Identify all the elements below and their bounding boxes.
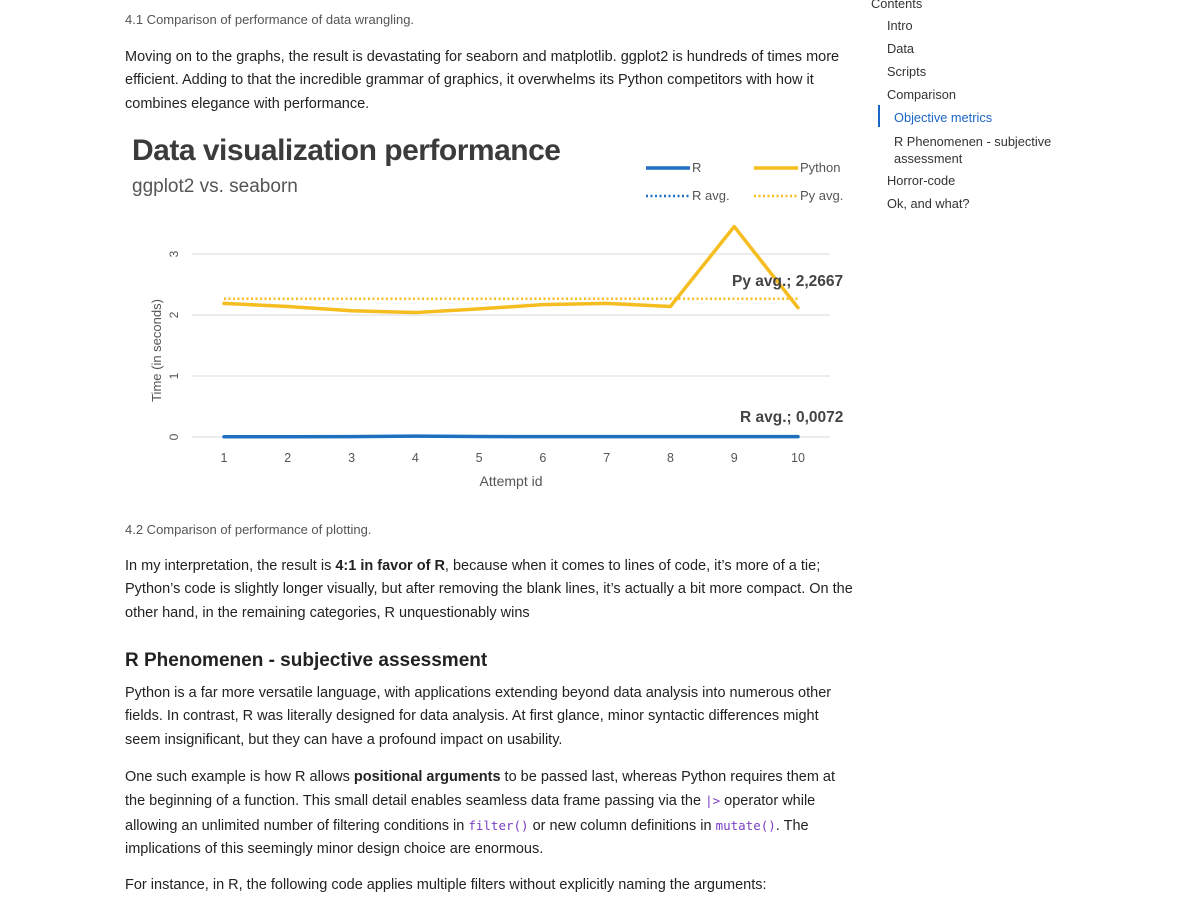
toc-item-intro[interactable]: Intro (887, 18, 913, 33)
y-tick-label: 2 (167, 311, 181, 318)
paragraph-interpretation-text-a: In my interpretation, the result is (125, 558, 336, 574)
legend-label: R avg. (692, 188, 730, 203)
annotation-py-avg: Py avg.; 2,2667 (732, 273, 843, 290)
toc-title: Contents (871, 0, 923, 11)
paragraph-interpretation-bold: 4:1 in favor of R (335, 558, 445, 574)
series-line-r (222, 434, 800, 439)
paragraph-for-instance: For instance, in R, the following code a… (125, 877, 767, 893)
paragraph-graphs: Moving on to the graphs, the result is d… (125, 49, 840, 112)
chart-title: Data visualization performance (132, 134, 561, 167)
para4-text-d: or new column definitions in (528, 817, 716, 834)
y-tick-label: 0 (167, 433, 181, 440)
para4-text-e: . The implications of this seemingly min… (125, 817, 809, 857)
legend-label: Py avg. (800, 188, 843, 203)
y-axis-label: Time (in seconds) (149, 299, 164, 402)
y-tick-label: 1 (167, 372, 181, 379)
toc-item-r-phenomenen[interactable]: R Phenomenen - subjective assessment (894, 133, 1051, 167)
x-tick-label: 7 (603, 451, 610, 465)
toc-item-objective-metrics[interactable]: Objective metrics (894, 110, 993, 125)
line-chart: 0 1 2 3 1 2 3 4 5 6 7 8 9 10 Attempt id Time (in second… (149, 160, 843, 489)
x-tick-label: 1 (221, 451, 228, 465)
caption-plotting: 4.2 Comparison of performance of plottin… (125, 522, 372, 537)
chart-subtitle: ggplot2 vs. seaborn (132, 176, 298, 197)
paragraph-interpretation: In my interpretation, the result is 4:1 … (125, 555, 853, 625)
para4-bold: positional arguments (353, 769, 501, 785)
code-filter: filter() (468, 817, 529, 833)
caption-data-wrangling: 4.1 Comparison of performance of data wr… (125, 12, 415, 27)
x-tick-label: 6 (539, 451, 546, 465)
x-tick-label: 5 (476, 451, 483, 465)
legend-label: Python (800, 160, 840, 175)
paragraph-interpretation-text-b: , because when it comes to lines of code… (125, 558, 853, 621)
toc-item-comparison[interactable]: Comparison (887, 87, 956, 102)
para4-text-c: operator while allowing an unlimited num… (125, 793, 816, 834)
x-axis-label: Attempt id (479, 473, 542, 489)
x-tick-label: 2 (284, 451, 291, 465)
toc-item-r-phenomenen-line1: R Phenomenen - subjective (894, 134, 1052, 149)
code-pipe-operator: |> (705, 793, 721, 809)
para4-text-b: to be passed last, whereas Python requir… (125, 769, 836, 810)
paragraph-positional-arguments: One such example is how R allows positio… (125, 766, 853, 861)
legend-label: R (692, 160, 701, 175)
toc-item-scripts[interactable]: Scripts (887, 64, 927, 79)
y-tick-label: 3 (167, 250, 181, 257)
chart-figure: Data visualization performance ggplot2 v… (125, 130, 855, 500)
x-tick-label: 4 (412, 451, 419, 465)
toc-active-indicator (878, 105, 880, 127)
x-tick-label: 3 (348, 451, 355, 465)
annotation-r-avg: R avg.; 0,0072 (740, 409, 843, 426)
paragraph-versatility: Python is a far more versatile language,… (125, 685, 832, 748)
x-tick-label: 10 (791, 451, 805, 465)
toc-item-data[interactable]: Data (887, 41, 915, 56)
series-line-python (222, 224, 800, 315)
x-tick-label: 9 (731, 451, 738, 465)
para4-text-a: One such example is how R allows (125, 769, 354, 785)
x-tick-label: 8 (667, 451, 674, 465)
section-heading-r-phenomenen: R Phenomenen - subjective assessment (125, 650, 488, 671)
toc-item-r-phenomenen-line2: assessment (894, 151, 963, 166)
toc-item-horror-code[interactable]: Horror-code (887, 173, 956, 188)
toc-item-ok-and-what[interactable]: Ok, and what? (887, 196, 970, 211)
code-mutate: mutate() (715, 817, 776, 833)
